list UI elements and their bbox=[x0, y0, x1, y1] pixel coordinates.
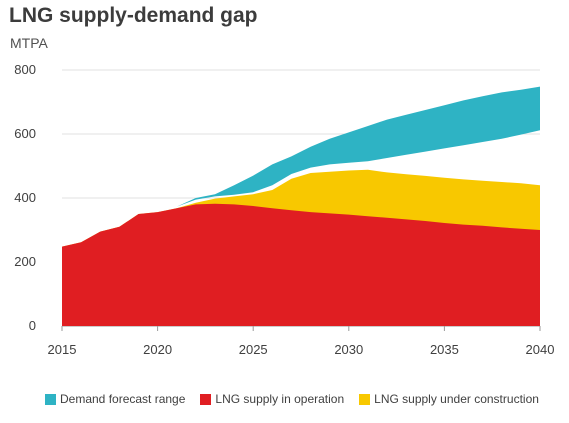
y-tick-label: 200 bbox=[14, 254, 36, 269]
legend-swatch-construction bbox=[359, 393, 371, 405]
legend-label-operation: LNG supply in operation bbox=[215, 392, 345, 406]
x-tick-label: 2035 bbox=[430, 342, 459, 357]
x-tick-label: 2025 bbox=[239, 342, 268, 357]
series-area-lng-supply-in-operation bbox=[62, 203, 540, 326]
y-tick-label: 800 bbox=[14, 62, 36, 77]
x-tick-label: 2015 bbox=[48, 342, 77, 357]
y-tick-label: 0 bbox=[29, 318, 36, 333]
legend-item-construction[interactable]: LNG supply under construction bbox=[359, 392, 539, 406]
y-tick-label: 600 bbox=[14, 126, 36, 141]
legend-swatch-operation bbox=[200, 393, 212, 405]
unit-label: MTPA bbox=[10, 35, 48, 51]
series-area-demand-forecast-range bbox=[176, 86, 540, 207]
legend-label-demand: Demand forecast range bbox=[60, 392, 186, 406]
legend-swatch-demand bbox=[45, 393, 56, 405]
x-tick-label: 2040 bbox=[526, 342, 555, 357]
chart-title: LNG supply-demand gap bbox=[9, 4, 258, 27]
legend-label-construction: LNG supply under construction bbox=[374, 392, 539, 406]
legend-item-operation[interactable]: LNG supply in operation bbox=[200, 392, 344, 406]
legend-item-demand[interactable]: Demand forecast range bbox=[45, 392, 185, 406]
x-tick-label: 2020 bbox=[143, 342, 172, 357]
legend: Demand forecast range LNG supply in oper… bbox=[45, 392, 554, 406]
x-tick-label: 2030 bbox=[334, 342, 363, 357]
y-tick-label: 400 bbox=[14, 190, 36, 205]
